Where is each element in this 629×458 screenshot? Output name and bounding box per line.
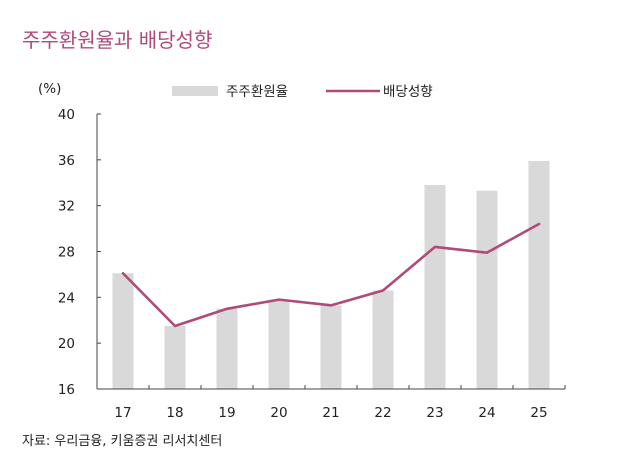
y-tick-label-36: 36 — [58, 153, 75, 169]
axes-layer: 16 20 24 28 32 36 40 17 18 19 20 21 22 23 24 25 — [58, 107, 566, 421]
bar-17 — [112, 273, 134, 389]
y-tick-label-28: 28 — [58, 245, 75, 261]
bars-layer — [112, 160, 550, 389]
y-tick-label-20: 20 — [58, 336, 75, 352]
legend-line-label: 배당성향 — [383, 84, 433, 100]
y-tick-label-16: 16 — [58, 382, 75, 398]
legend-bar-label: 주주환원율 — [226, 84, 288, 100]
x-tick-label-25: 25 — [530, 405, 547, 421]
y-tick-label-24: 24 — [58, 290, 75, 306]
bar-19 — [216, 308, 238, 389]
bar-18 — [164, 325, 186, 389]
x-tick-label-19: 19 — [218, 405, 235, 421]
bar-24 — [476, 190, 498, 389]
legend: 주주환원율 배당성향 — [172, 84, 433, 100]
x-tick-label-21: 21 — [322, 405, 339, 421]
bar-25 — [528, 160, 550, 389]
x-tick-label-17: 17 — [114, 405, 131, 421]
bar-22 — [372, 290, 394, 389]
y-axis-unit-label: (%) — [38, 81, 61, 97]
chart-title: 주주환원율과 배당성향 — [22, 28, 213, 52]
x-tick-label-20: 20 — [270, 405, 287, 421]
bar-23 — [424, 185, 446, 389]
bar-20 — [268, 299, 290, 389]
y-tick-label-32: 32 — [58, 199, 75, 215]
x-tick-label-22: 22 — [374, 405, 391, 421]
x-tick-label-23: 23 — [426, 405, 443, 421]
line-layer — [121, 222, 541, 328]
x-tick-label-24: 24 — [478, 405, 495, 421]
y-tick-label-40: 40 — [58, 107, 75, 123]
x-tick-label-18: 18 — [166, 405, 183, 421]
source-note: 자료: 우리금융, 키움증권 리서치센터 — [22, 434, 223, 449]
bar-21 — [320, 305, 342, 389]
legend-bar-swatch — [172, 86, 218, 96]
